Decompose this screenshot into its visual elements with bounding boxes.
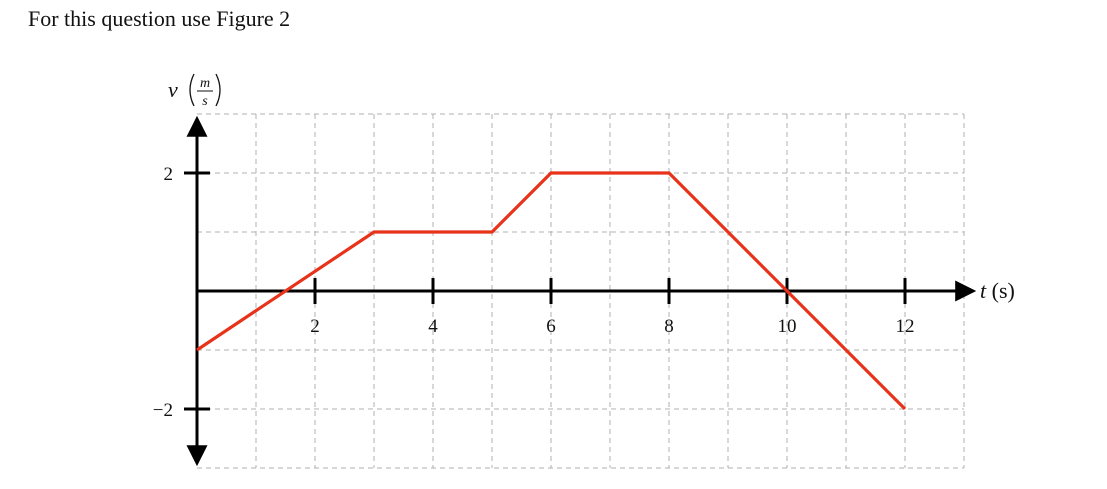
- y-axis-label-paren-left: [189, 73, 195, 107]
- x-axis-label-variable: t: [980, 278, 992, 303]
- x-tick-label: 8: [664, 316, 674, 337]
- y-axis-label-unit-denominator: s: [202, 94, 208, 109]
- x-tick-label: 4: [428, 316, 438, 337]
- axis-labels: t (s) v ms: [168, 73, 1015, 303]
- x-tick-label: 6: [546, 316, 556, 337]
- y-axis-label-unit-numerator: m: [200, 76, 210, 91]
- axes: [186, 115, 977, 467]
- x-tick-label: 12: [896, 316, 915, 337]
- y-axis-label-variable: v: [168, 77, 178, 102]
- y-tick-label: −2: [153, 400, 173, 421]
- x-axis-label: t (s): [980, 278, 1015, 303]
- y-tick-label: 2: [164, 164, 174, 185]
- ticks: 2 4 6 8 10 12 2 −2: [153, 164, 915, 421]
- x-tick-label: 10: [778, 316, 797, 337]
- y-axis-label-paren-right: [215, 73, 221, 107]
- series-layer: [196, 171, 907, 411]
- x-tick-label: 2: [310, 316, 320, 337]
- question-prompt: For this question use Figure 2: [28, 6, 291, 31]
- x-axis-label-unit: (s): [992, 278, 1015, 303]
